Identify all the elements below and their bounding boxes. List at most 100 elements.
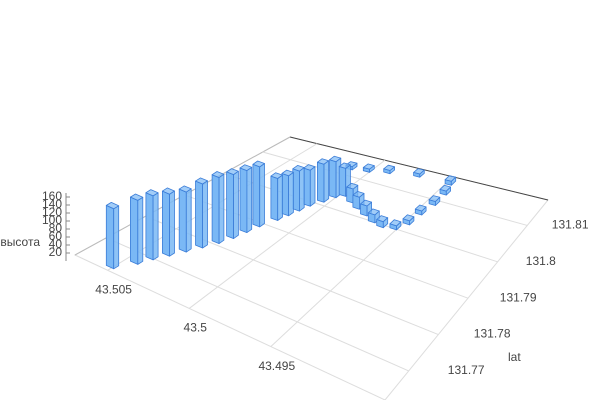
z-tick-label: 120	[42, 205, 62, 219]
bar-face	[246, 166, 253, 234]
y-tick-label: 131.81	[552, 218, 589, 232]
z-axis-title: высота	[0, 235, 40, 249]
bar	[303, 164, 316, 207]
z-tick-label: 140	[42, 197, 62, 211]
bar	[362, 163, 375, 173]
bar-top	[303, 164, 316, 171]
grid-line	[145, 215, 439, 336]
bar	[161, 187, 175, 257]
z-tick-label: 20	[49, 245, 63, 259]
bar-face	[292, 168, 300, 212]
y-tick-label: 131.79	[500, 290, 537, 304]
bar	[129, 193, 144, 265]
bar-top	[444, 175, 457, 182]
bar	[428, 195, 441, 206]
z-tick-label: 100	[42, 213, 62, 227]
bar-top	[195, 177, 208, 185]
bar	[105, 201, 120, 270]
bar-top	[360, 199, 373, 207]
grid-line	[262, 151, 528, 226]
bar-top	[346, 182, 359, 190]
bar	[281, 169, 294, 217]
bar-face	[113, 205, 120, 270]
bar	[338, 162, 351, 197]
bar	[292, 164, 305, 212]
bar-face	[239, 167, 248, 234]
bar-top	[129, 193, 144, 201]
bar	[413, 168, 425, 178]
bar-face	[211, 174, 220, 245]
bar	[376, 215, 389, 229]
bar-face	[303, 167, 311, 207]
bar-top	[329, 155, 342, 163]
bar-face	[178, 188, 187, 253]
bar	[252, 160, 265, 228]
bar-top	[178, 185, 192, 193]
bar	[402, 214, 415, 226]
bar-face	[137, 196, 144, 265]
bar-face	[316, 161, 325, 203]
bar-top	[161, 187, 175, 195]
bar-face	[281, 173, 290, 217]
bar	[270, 172, 283, 221]
bar-top	[211, 171, 225, 179]
bar-top	[413, 168, 425, 175]
bar-face	[218, 173, 225, 245]
bar	[383, 164, 396, 175]
bar-top	[428, 195, 441, 202]
bar	[211, 171, 225, 245]
bar-face	[329, 159, 337, 199]
bar-top	[270, 172, 283, 179]
bar	[226, 168, 239, 240]
bar-top	[105, 201, 120, 210]
z-tick-label: 60	[49, 229, 63, 243]
bar-face	[288, 171, 294, 217]
bar	[444, 175, 457, 186]
bar-face	[323, 160, 330, 203]
bar-face	[185, 188, 192, 253]
bar-top	[352, 190, 365, 198]
bar-face	[169, 190, 175, 257]
bar-top	[439, 184, 452, 192]
z-tick-label: 40	[49, 237, 63, 251]
bar-face	[226, 171, 235, 240]
bar	[389, 219, 402, 231]
bar	[439, 184, 452, 196]
y-tick-label: 131.8	[526, 254, 556, 268]
bar-face	[338, 166, 347, 197]
bar-face	[129, 196, 139, 265]
bar-face	[152, 192, 159, 261]
bar-top	[281, 169, 294, 177]
bar-top	[367, 208, 380, 216]
bar	[178, 185, 192, 253]
bar-face	[202, 180, 208, 249]
y-axis-title: lat	[508, 350, 521, 364]
bar-top	[145, 189, 159, 197]
bar-face	[309, 166, 316, 207]
bar-face	[270, 175, 279, 221]
bar-top	[292, 164, 305, 172]
grid-line	[106, 237, 409, 372]
x-tick-label: 43.505	[95, 282, 132, 296]
bar-top	[389, 219, 402, 227]
bar-face	[259, 163, 265, 228]
bar-face	[252, 163, 261, 228]
y-tick-label: 131.78	[474, 327, 511, 341]
bar-top	[414, 204, 427, 212]
bar-face	[233, 170, 239, 240]
bar-top	[239, 164, 253, 172]
bar-face	[195, 180, 204, 249]
bar-face	[105, 204, 115, 270]
bar-top	[376, 215, 389, 223]
grid-line	[270, 176, 454, 347]
bar-top	[383, 164, 396, 171]
bar-top	[402, 214, 415, 222]
bar-top	[226, 168, 239, 176]
bar-face	[277, 174, 283, 221]
bar	[195, 177, 208, 249]
bar	[145, 189, 159, 261]
grid-line	[223, 172, 498, 263]
bar-face	[161, 190, 171, 257]
z-tick-label: 160	[42, 189, 62, 203]
bar-face	[299, 167, 305, 212]
